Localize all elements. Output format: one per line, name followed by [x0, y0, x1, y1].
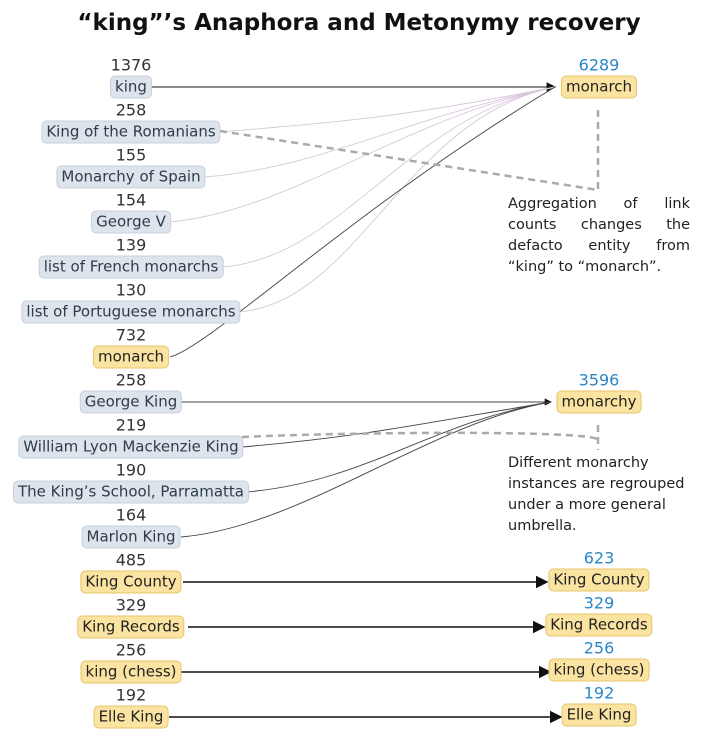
edge — [245, 401, 552, 493]
left-count: 1376 — [110, 55, 152, 75]
left-node[interactable]: king — [110, 75, 152, 99]
left-node[interactable]: King Records — [77, 615, 185, 639]
left-count: 485 — [115, 550, 147, 570]
left-count: 139 — [115, 235, 147, 255]
right-node[interactable]: Elle King — [561, 703, 637, 727]
annotation-regroup: Different monarchy instances are regroup… — [508, 455, 685, 534]
edge — [168, 86, 556, 223]
left-count: 190 — [115, 460, 147, 480]
left-count: 192 — [115, 685, 147, 705]
right-node[interactable]: monarchy — [556, 390, 642, 414]
right-node[interactable]: king (chess) — [548, 658, 650, 682]
left-count: 258 — [115, 370, 147, 390]
left-node[interactable]: George V — [91, 210, 171, 234]
right-node[interactable]: monarch — [560, 75, 638, 99]
left-node[interactable]: George King — [79, 390, 183, 414]
left-count: 154 — [115, 190, 147, 210]
edge — [238, 86, 556, 313]
left-count: 155 — [115, 145, 147, 165]
edge — [219, 110, 600, 192]
left-count: 130 — [115, 280, 147, 300]
edge — [222, 86, 556, 268]
left-node[interactable]: king (chess) — [80, 660, 182, 684]
left-node[interactable]: monarch — [92, 345, 170, 369]
right-node[interactable]: King County — [548, 568, 650, 592]
left-node[interactable]: list of Portuguese monarchs — [21, 300, 241, 324]
left-count: 219 — [115, 415, 147, 435]
diagram-title: “king”’s Anaphora and Metonymy recovery — [77, 10, 641, 36]
right-count: 329 — [583, 593, 615, 613]
left-node[interactable]: list of French monarchs — [38, 255, 224, 279]
left-node[interactable]: King County — [80, 570, 182, 594]
left-node[interactable]: William Lyon Mackenzie King — [18, 435, 244, 459]
edge — [241, 425, 600, 450]
left-count: 329 — [115, 595, 147, 615]
right-count: 6289 — [578, 55, 620, 75]
left-node[interactable]: Marlon King — [81, 525, 181, 549]
right-count: 256 — [583, 638, 615, 658]
left-node[interactable]: The King’s School, Parramatta — [13, 480, 249, 504]
left-node[interactable]: King of the Romanians — [41, 120, 221, 144]
right-count: 3596 — [578, 370, 620, 390]
left-node[interactable]: Monarchy of Spain — [56, 165, 206, 189]
annotation-aggregation: Aggregation of link counts changes the d… — [508, 196, 690, 275]
right-node[interactable]: King Records — [545, 613, 653, 637]
right-count: 192 — [583, 683, 615, 703]
left-node[interactable]: Elle King — [93, 705, 169, 729]
left-count: 256 — [115, 640, 147, 660]
edge — [241, 401, 552, 448]
left-count: 164 — [115, 505, 147, 525]
right-count: 623 — [583, 548, 615, 568]
left-count: 732 — [115, 325, 147, 345]
left-count: 258 — [115, 100, 147, 120]
edge — [219, 86, 556, 133]
edge — [169, 86, 556, 358]
edge — [180, 401, 552, 538]
edge — [204, 86, 556, 178]
